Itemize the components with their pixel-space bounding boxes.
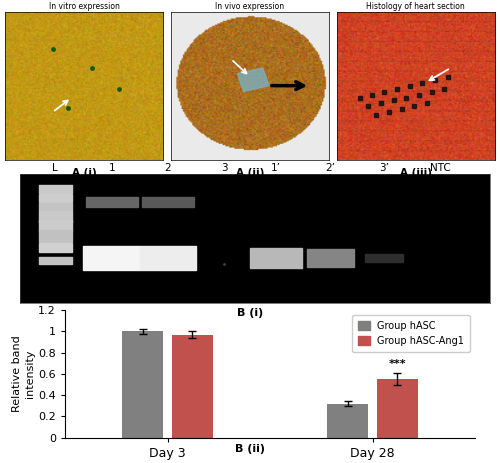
Text: 2: 2	[164, 163, 172, 173]
Text: 2’: 2’	[325, 163, 335, 173]
Text: NTC: NTC	[430, 163, 451, 173]
Bar	[328, 404, 368, 438]
Text: 3: 3	[221, 163, 228, 173]
Polygon shape	[306, 249, 354, 267]
Text: 1’: 1’	[271, 163, 281, 173]
Bar	[122, 332, 164, 438]
Text: B (ii): B (ii)	[235, 444, 265, 455]
Bar	[376, 379, 418, 438]
Text: A (iii): A (iii)	[400, 168, 432, 178]
Polygon shape	[39, 243, 72, 252]
Polygon shape	[39, 194, 72, 202]
Legend: Group hASC, Group hASC-Ang1: Group hASC, Group hASC-Ang1	[352, 315, 470, 351]
Title: In vitro expression: In vitro expression	[48, 2, 120, 11]
Polygon shape	[39, 203, 72, 211]
Polygon shape	[84, 246, 140, 269]
Polygon shape	[366, 254, 403, 262]
Polygon shape	[39, 185, 72, 193]
Polygon shape	[250, 248, 302, 268]
Bar	[172, 335, 212, 438]
Polygon shape	[39, 219, 72, 232]
Title: In vivo expression: In vivo expression	[216, 2, 284, 11]
Polygon shape	[39, 230, 72, 242]
Text: ***: ***	[388, 359, 406, 369]
Polygon shape	[39, 257, 72, 264]
Text: 1: 1	[108, 163, 115, 173]
Text: B (i): B (i)	[237, 308, 263, 318]
Text: 3’: 3’	[380, 163, 389, 173]
Text: L: L	[52, 163, 58, 173]
Y-axis label: Relative band
intensity: Relative band intensity	[12, 336, 36, 412]
Polygon shape	[238, 68, 269, 92]
Polygon shape	[142, 197, 194, 207]
Polygon shape	[140, 246, 196, 269]
Text: A (i): A (i)	[72, 168, 96, 178]
Polygon shape	[39, 211, 72, 222]
Polygon shape	[86, 197, 138, 207]
Text: A (ii): A (ii)	[236, 168, 264, 178]
Title: Histology of heart section: Histology of heart section	[366, 2, 465, 11]
